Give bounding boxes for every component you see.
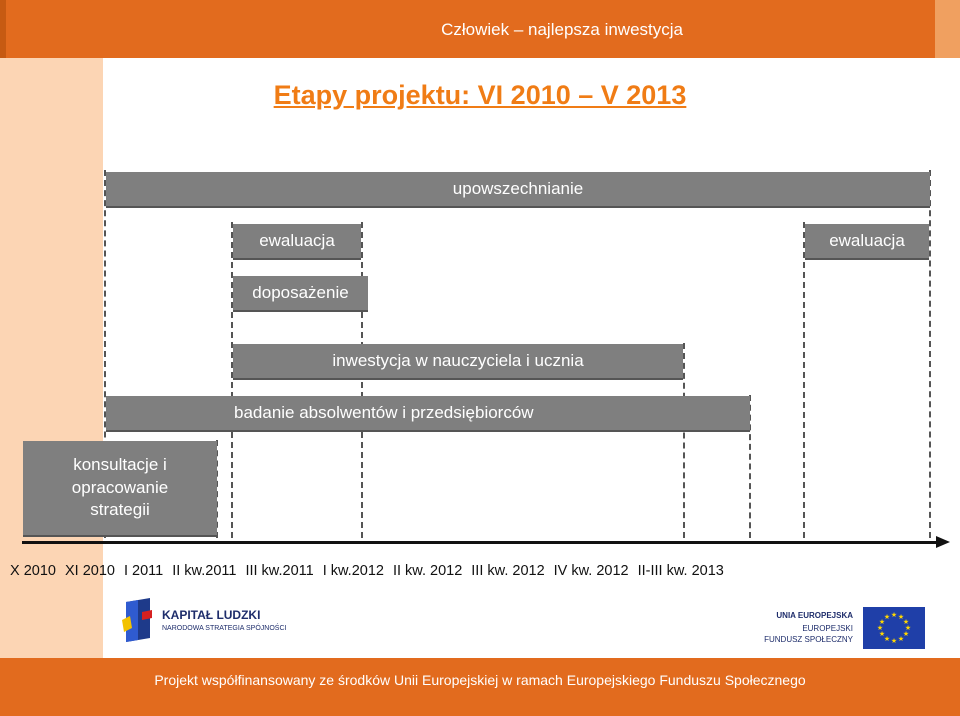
guide-line-1 [104,170,106,538]
bar-doposazenie: doposażenie [233,276,368,312]
bar-ewaluacja-2: ewaluacja [805,224,929,260]
svg-text:★: ★ [898,635,904,643]
eu-line-1: UNIA EUROPEJSKA [776,611,853,620]
svg-text:★: ★ [879,630,885,638]
eu-logo: UNIA EUROPEJSKA EUROPEJSKI FUNDUSZ SPOŁE… [764,605,925,651]
guide-line-2 [216,440,218,538]
guide-line-7 [803,222,805,538]
svg-text:★: ★ [891,637,897,645]
kapital-ludzki-logo: KAPITAŁ LUDZKI NARODOWA STRATEGIA SPÓJNO… [120,598,286,646]
timeline-label: I kw.2012 [322,563,384,579]
timeline-label: III kw.2011 [245,563,314,579]
footer-text: Projekt współfinansowany ze środków Unii… [154,672,806,688]
left-side-band [0,58,103,658]
svg-text:★: ★ [905,624,911,632]
guide-line-6 [749,395,751,538]
svg-text:★: ★ [884,635,890,643]
timeline-label: XI 2010 [64,563,115,579]
guide-line-8 [929,170,931,538]
bar-inwestycja: inwestycja w nauczyciela i ucznia [233,344,683,380]
page-title-text: Etapy projektu: VI 2010 – V 2013 [273,80,687,110]
timeline-label: I 2011 [123,563,164,579]
timeline-labels: X 2010 XI 2010 I 2011 II kw.2011 III kw.2011… [10,563,724,579]
svg-text:★: ★ [891,611,897,619]
timeline-label: II kw. 2012 [392,563,463,579]
kapital-ludzki-emblem-icon [122,598,152,642]
svg-text:★: ★ [879,618,885,626]
page-title: Etapy projektu: VI 2010 – V 2013 [0,80,960,111]
header-band: Człowiek – najlepsza inwestycja [0,0,960,58]
timeline-label: III kw. 2012 [471,563,545,579]
timeline-label: X 2010 [10,563,56,579]
svg-text:★: ★ [877,624,883,632]
eu-line-2: EUROPEJSKI [802,624,853,633]
footer-band: Projekt współfinansowany ze środków Unii… [0,658,960,716]
timeline-label: II kw.2011 [172,563,237,579]
svg-text:★: ★ [903,618,909,626]
bar-badanie: badanie absolwentów i przedsiębiorców [106,396,750,432]
header-fill [0,0,935,58]
guide-line-5 [683,343,685,538]
header-left-accent [0,0,6,58]
kapital-ludzki-name: KAPITAŁ LUDZKI [162,608,261,622]
svg-text:★: ★ [903,630,909,638]
svg-text:★: ★ [898,613,904,621]
bar-konsultacje: konsultacje i opracowanie strategii [23,441,217,537]
guide-line-4 [361,222,363,538]
timeline-label: II-III kw. 2013 [637,563,724,579]
bar-ewaluacja-1: ewaluacja [233,224,361,260]
guide-line-3 [231,222,233,538]
kapital-ludzki-subtitle: NARODOWA STRATEGIA SPÓJNOŚCI [162,625,287,632]
eu-flag-icon: ★ ★ ★ ★ ★ ★ ★ ★ ★ ★ ★ ★ [863,607,925,649]
header-title: Człowiek – najlepsza inwestycja [441,20,683,39]
svg-text:★: ★ [884,613,890,621]
timeline-arrow-icon [936,536,950,548]
eu-line-3: FUNDUSZ SPOŁECZNY [764,635,853,644]
timeline-axis [22,541,940,544]
timeline-label: IV kw. 2012 [553,563,629,579]
header-right-accent [935,0,960,58]
bar-upowszechnianie: upowszechnianie [106,172,930,208]
